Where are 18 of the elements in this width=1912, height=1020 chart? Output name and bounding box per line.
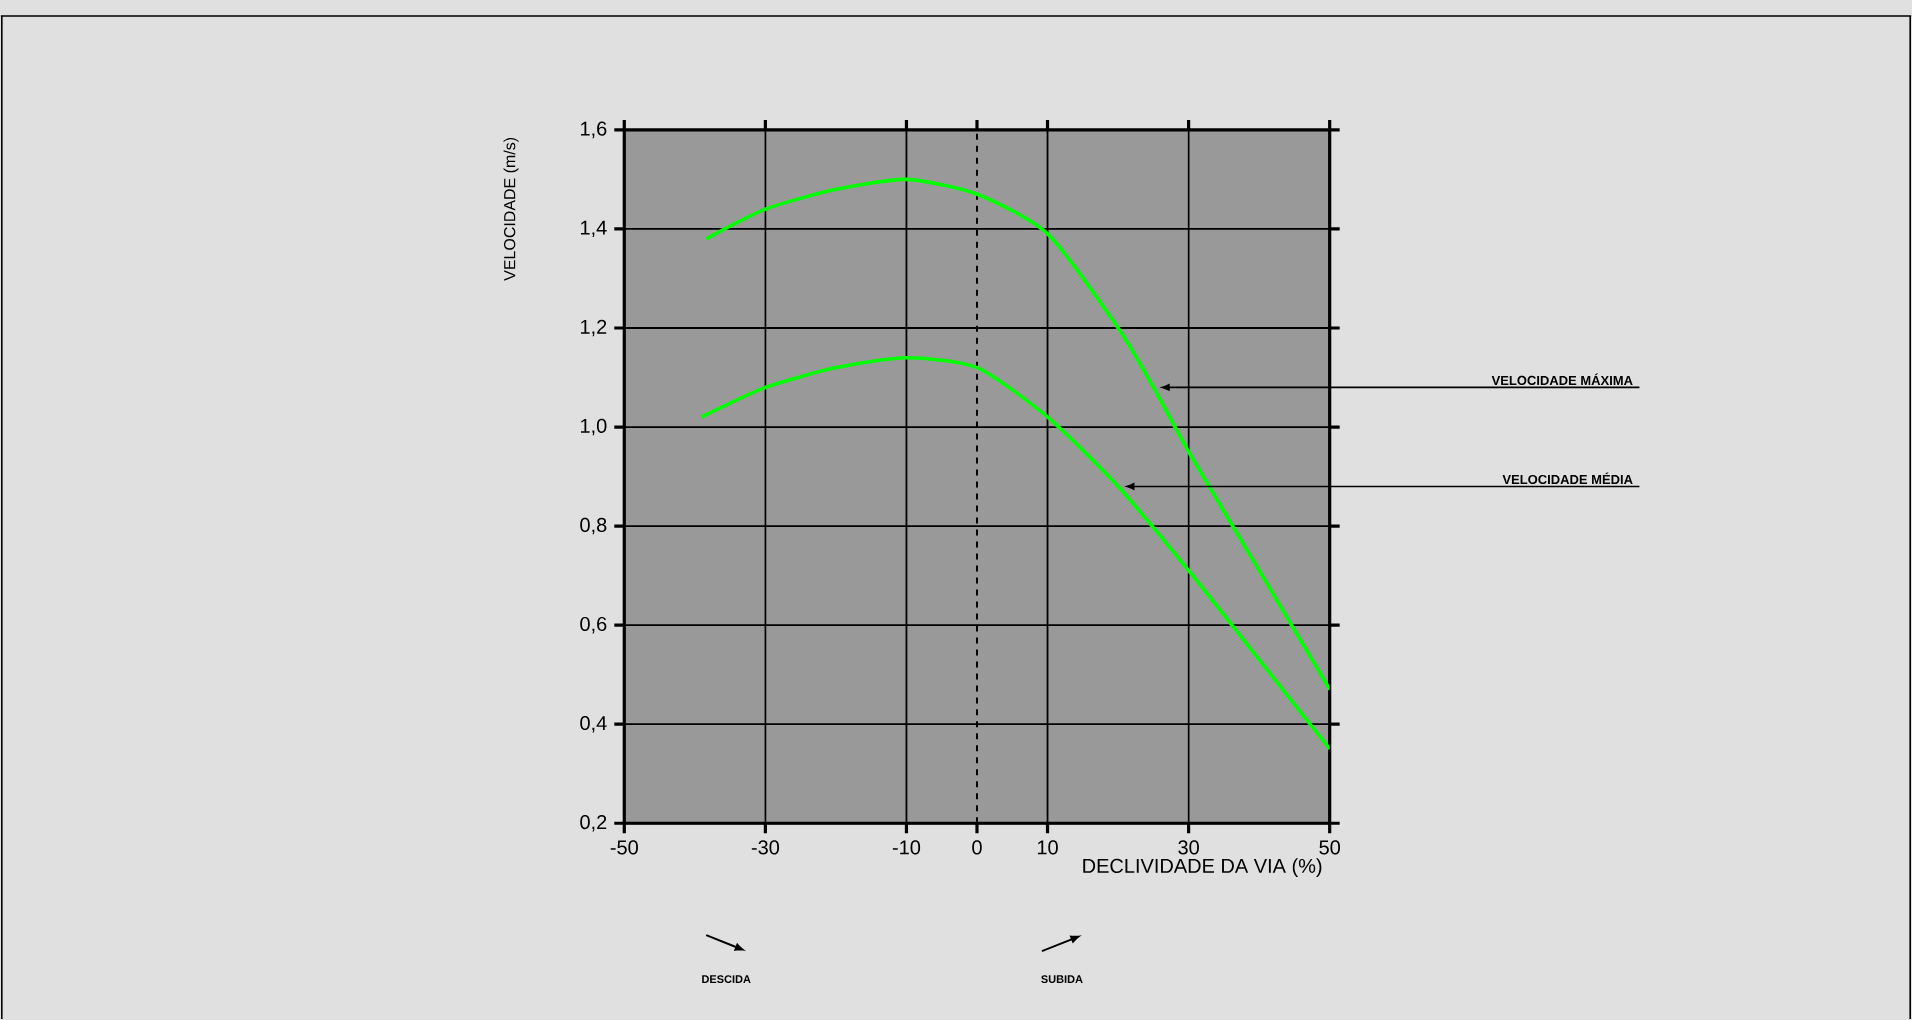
y-tick-label: 0,4 <box>580 716 607 733</box>
x-tick-label: 50 <box>1319 840 1341 855</box>
y-tick-label: 1,4 <box>581 220 607 238</box>
x-tick-label: -30 <box>751 840 780 855</box>
y-tick-label: 1,6 <box>581 121 607 139</box>
y-tick-label: 1,0 <box>581 418 607 436</box>
y-tick-label: 1,2 <box>581 319 607 337</box>
x-tick-label: -10 <box>892 840 921 855</box>
x-tick-label: 30 <box>1178 840 1199 855</box>
x-tick-label: -50 <box>610 840 638 855</box>
line-series <box>699 355 1330 751</box>
x-axis-title: DECLIVIDADE DA VIA (%) <box>1083 858 1322 877</box>
x-tick-label: 0 <box>972 840 982 855</box>
y-tick-label: 0,2 <box>580 815 607 832</box>
line-series <box>704 177 1330 692</box>
y-tick-label: 0,6 <box>580 616 607 634</box>
x-tick-label: 10 <box>1037 840 1058 855</box>
y-tick-label: 0,8 <box>580 517 607 535</box>
